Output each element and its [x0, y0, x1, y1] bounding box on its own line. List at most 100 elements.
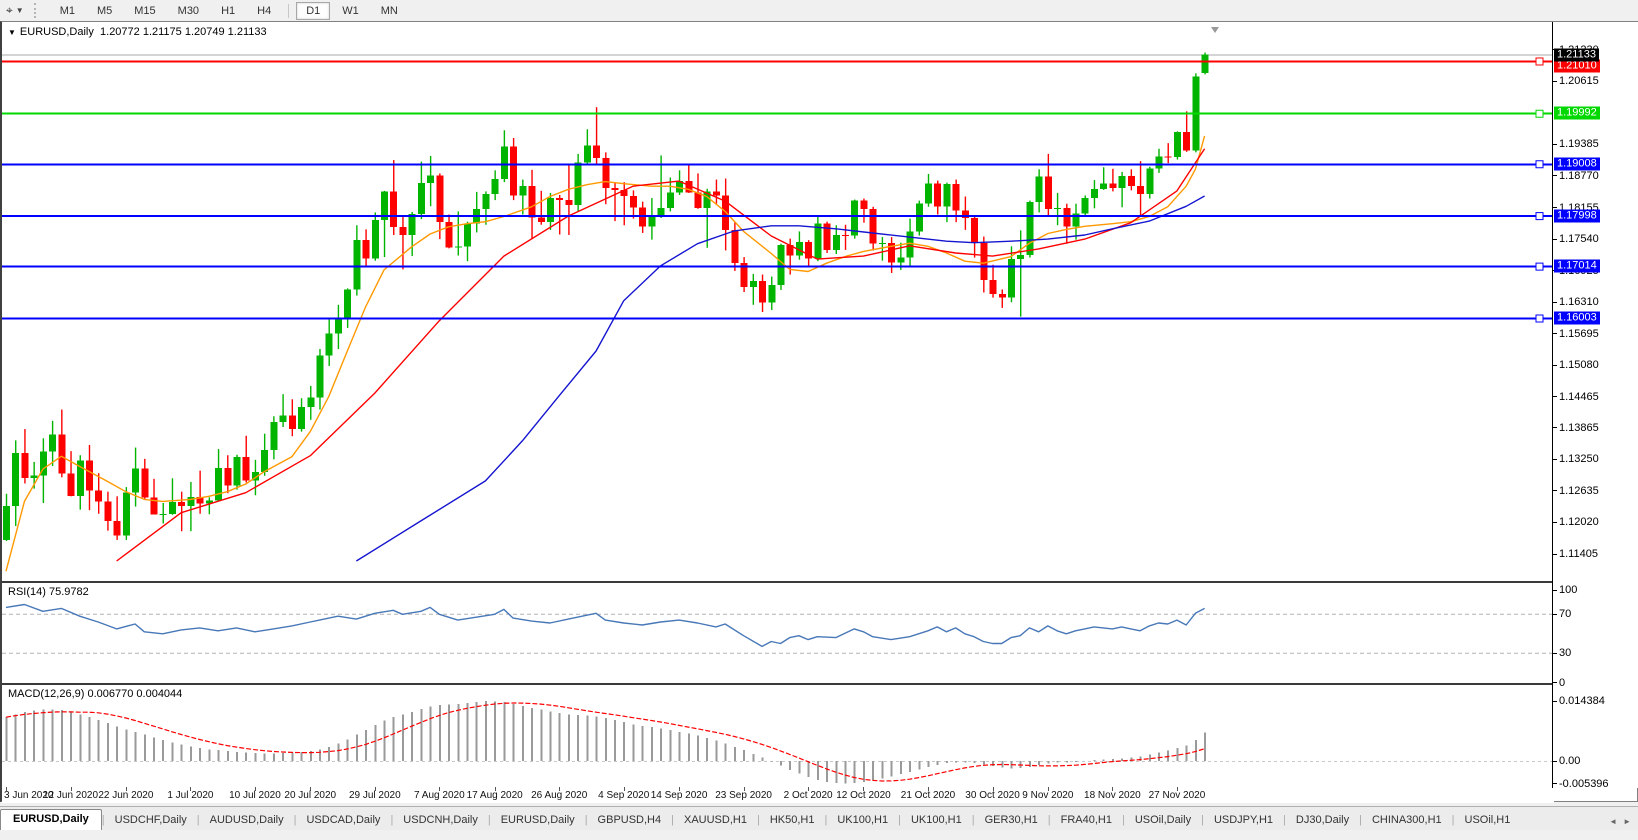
tab-divider: |: [293, 814, 297, 826]
macd-indicator-label: MACD(12,26,9) 0.006770 0.004044: [8, 688, 183, 700]
axis-tick-mark: [1553, 760, 1557, 762]
date-label: 21 Oct 2020: [900, 790, 956, 801]
date-label: 17 Aug 2020: [466, 790, 523, 801]
panel-separator[interactable]: [2, 683, 1554, 685]
date-tick-mark: [808, 787, 810, 791]
main-price-chart[interactable]: [2, 23, 1554, 581]
chart-tab-uk100-h1[interactable]: UK100,H1: [910, 814, 962, 826]
rsi-tick-label: 30: [1559, 647, 1572, 660]
timeframe-button-m15[interactable]: M15: [134, 4, 156, 17]
level-drag-handle[interactable]: [1535, 314, 1544, 323]
rsi-line: [5, 603, 1205, 648]
price-tick-label: 1.20615: [1559, 75, 1599, 88]
level-drag-handle[interactable]: [1535, 212, 1544, 221]
timeframe-button-m30[interactable]: M30: [177, 4, 200, 17]
timeframe-button-m5[interactable]: M5: [96, 4, 113, 17]
axis-tick-mark: [1553, 207, 1557, 209]
chart-tab-eurusd-daily[interactable]: EURUSD,Daily: [0, 809, 102, 830]
rsi-indicator-label: RSI(14) 75.9782: [8, 586, 89, 598]
level-price-box: 1.17998: [1554, 209, 1600, 223]
timeframe-button-h1[interactable]: H1: [221, 4, 236, 17]
toolbar-separator: [288, 3, 290, 18]
date-tick-mark: [559, 787, 561, 791]
timeframe-button-h4[interactable]: H4: [257, 4, 272, 17]
chart-tab-china300-h1[interactable]: CHINA300,H1: [1371, 814, 1442, 826]
level-drag-handle[interactable]: [1535, 57, 1544, 66]
chart-tab-usdcnh-daily[interactable]: USDCNH,Daily: [403, 814, 478, 826]
axis-tick-mark: [1553, 783, 1557, 784]
chart-tab-usoil-daily[interactable]: USOil,Daily: [1134, 814, 1192, 826]
date-tick-mark: [992, 787, 994, 791]
rsi-tick-label: 100: [1559, 584, 1578, 596]
date-label: 27 Nov 2020: [1148, 790, 1206, 801]
level-drag-handle[interactable]: [1535, 160, 1544, 169]
symbol-period-label: EURUSD,Daily: [19, 26, 94, 38]
tab-divider: |: [824, 814, 828, 826]
crosshair-icon: ⌖: [6, 3, 13, 17]
chart-tab-uk100-h1[interactable]: UK100,H1: [837, 814, 889, 826]
price-axis[interactable]: 1.212301.206151.193851.187701.181551.175…: [1552, 22, 1638, 790]
chart-window[interactable]: ▼ EURUSD,Daily 1.20772 1.21175 1.20749 1.…: [0, 21, 1638, 803]
tab-divider: |: [1283, 814, 1286, 826]
tab-scroll-left-icon[interactable]: ◄: [1609, 817, 1618, 826]
price-tick-label: 1.18770: [1559, 169, 1599, 182]
chart-tab-fra40-h1[interactable]: FRA40,H1: [1060, 814, 1112, 826]
axis-tick-mark: [1553, 238, 1557, 240]
tab-divider: |: [390, 814, 394, 826]
chart-tab-hk50-h1[interactable]: HK50,H1: [769, 814, 815, 826]
chart-tab-usoil-h1[interactable]: USOil,H1: [1464, 814, 1511, 826]
chart-tab-gbpusd-h4[interactable]: GBPUSD,H4: [597, 814, 662, 826]
ma-fast-line[interactable]: [5, 135, 1206, 572]
chart-tab-ger30-h1[interactable]: GER30,H1: [984, 814, 1038, 826]
ma-slow-line[interactable]: [355, 195, 1205, 562]
date-axis[interactable]: 3 Jun 2020 12 Jun 2020 22 Jun 2020 1 Jul 20…: [2, 787, 1554, 803]
panel-separator[interactable]: [2, 581, 1554, 583]
price-tick-label: 1.14465: [1559, 390, 1599, 403]
cursor-tool-button[interactable]: ⌖ ▼: [0, 2, 30, 20]
date-label: 14 Sep 2020: [650, 790, 708, 801]
timeframe-button-mn[interactable]: MN: [380, 4, 398, 17]
macd-panel[interactable]: [2, 685, 1554, 788]
chart-tab-usdcad-daily[interactable]: USDCAD,Daily: [306, 814, 381, 826]
date-label: 18 Nov 2020: [1084, 790, 1141, 801]
chart-tab-audusd-daily[interactable]: AUDUSD,Daily: [209, 814, 284, 826]
price-tick-label: 1.17540: [1559, 233, 1599, 246]
ma-mid-line[interactable]: [116, 148, 1206, 562]
chart-shift-marker-icon[interactable]: [1211, 27, 1219, 33]
macd-tick-label: 0.00: [1559, 755, 1581, 767]
level-drag-handle[interactable]: [1535, 262, 1544, 271]
tab-scroll-arrows: ◄ ►: [1602, 817, 1638, 830]
timeframe-button-d1[interactable]: D1: [296, 1, 331, 20]
date-tick-mark: [623, 787, 625, 791]
date-label: 30 Oct 2020: [965, 790, 1020, 801]
tab-divider: |: [898, 814, 901, 826]
date-label: 22 Jun 2020: [98, 790, 154, 801]
tab-divider: |: [671, 814, 674, 826]
bid-price-box: 1.21133: [1554, 48, 1599, 61]
chart-tab-xauusd-h1[interactable]: XAUUSD,H1: [683, 814, 747, 826]
axis-tick-mark: [1553, 301, 1557, 303]
tab-divider: |: [756, 814, 760, 826]
chart-tab-usdchf-daily[interactable]: USDCHF,Daily: [114, 814, 187, 826]
chart-tab-usdjpy-h1[interactable]: USDJPY,H1: [1213, 814, 1274, 826]
axis-tick-mark: [1553, 553, 1557, 555]
collapse-caret-icon[interactable]: ▼: [8, 28, 16, 37]
axis-tick-mark: [1553, 364, 1557, 366]
chart-tab-bar: EURUSD,Daily | USDCHF,Daily | AUDUSD,Daily | U…: [0, 806, 1638, 830]
date-label: 4 Sep 2020: [598, 790, 650, 801]
chevron-down-icon: ▼: [15, 6, 24, 15]
date-label: 2 Oct 2020: [783, 790, 833, 801]
toolbar-grip[interactable]: [33, 3, 41, 18]
date-tick-mark: [679, 787, 681, 791]
macd-histogram: [5, 700, 1207, 784]
date-label: 1 Jul 2020: [167, 790, 214, 801]
axis-tick-mark: [1553, 521, 1557, 523]
tab-scroll-right-icon[interactable]: ►: [1623, 817, 1631, 826]
level-drag-handle[interactable]: [1535, 109, 1544, 118]
timeframe-button-m1[interactable]: M1: [59, 4, 75, 17]
chart-tab-dj30-daily[interactable]: DJ30,Daily: [1295, 814, 1350, 826]
rsi-panel[interactable]: [2, 583, 1554, 683]
timeframe-button-w1[interactable]: W1: [342, 4, 359, 17]
chart-title: ▼ EURUSD,Daily 1.20772 1.21175 1.20749 1.…: [8, 26, 267, 38]
chart-tab-eurusd-daily[interactable]: EURUSD,Daily: [500, 814, 575, 826]
